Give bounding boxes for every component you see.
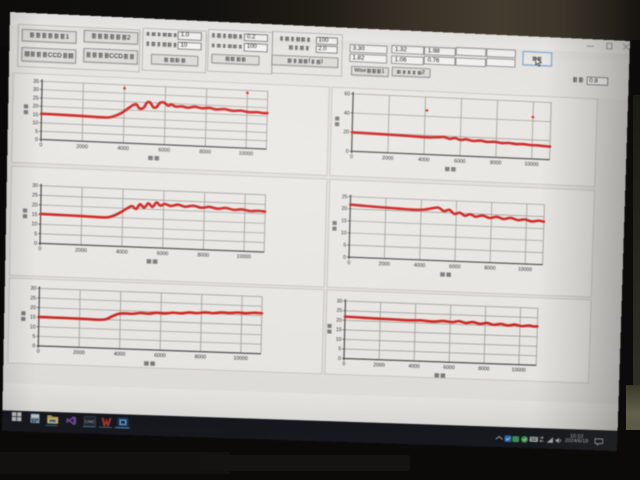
svg-text:35: 35 [33, 79, 39, 85]
svg-text:20: 20 [343, 130, 349, 136]
svg-text:15: 15 [32, 212, 38, 218]
svg-text:2000: 2000 [373, 362, 385, 368]
svg-text:25: 25 [32, 192, 38, 198]
svg-text:10000: 10000 [239, 151, 254, 157]
svg-text:20: 20 [30, 305, 36, 311]
svg-text:4000: 4000 [414, 262, 426, 268]
svg-text:8000: 8000 [484, 265, 496, 271]
svg-text:20: 20 [336, 317, 342, 323]
svg-text:0: 0 [32, 343, 35, 349]
svg-text:25: 25 [30, 295, 36, 301]
svg-text:25: 25 [33, 95, 39, 101]
svg-text:0: 0 [38, 246, 41, 252]
svg-text:25: 25 [336, 308, 342, 314]
svg-text:6000: 6000 [454, 159, 466, 165]
svg-text:10000: 10000 [524, 162, 538, 168]
svg-text:5: 5 [343, 242, 346, 248]
svg-text:0: 0 [34, 241, 37, 247]
svg-text:10: 10 [30, 324, 36, 330]
svg-text:10000: 10000 [237, 254, 252, 260]
svg-text:4000: 4000 [114, 351, 126, 357]
svg-text:5: 5 [35, 129, 38, 135]
svg-text:4000: 4000 [117, 146, 129, 152]
svg-text:8000: 8000 [478, 366, 490, 372]
svg-text:15: 15 [33, 112, 39, 118]
svg-text:10: 10 [341, 230, 347, 236]
svg-text:5: 5 [338, 346, 341, 352]
svg-text:60: 60 [344, 91, 350, 97]
svg-text:30: 30 [31, 285, 37, 291]
svg-text:30: 30 [32, 183, 38, 189]
svg-text:20: 20 [33, 104, 39, 110]
svg-text:4000: 4000 [116, 249, 128, 255]
svg-text:15: 15 [341, 218, 347, 224]
svg-text:40: 40 [344, 110, 350, 116]
svg-text:2000: 2000 [382, 156, 394, 162]
svg-text:25: 25 [342, 194, 348, 200]
svg-text:10000: 10000 [512, 367, 526, 373]
svg-text:0: 0 [350, 154, 353, 160]
svg-text:8000: 8000 [197, 252, 209, 258]
svg-text:0: 0 [338, 356, 341, 362]
svg-text:10: 10 [31, 221, 37, 227]
svg-text:5: 5 [34, 231, 37, 237]
svg-text:0: 0 [347, 260, 350, 266]
svg-text:20: 20 [32, 202, 38, 208]
svg-text:2000: 2000 [73, 350, 85, 356]
svg-text:15: 15 [336, 327, 342, 333]
svg-text:0: 0 [343, 254, 346, 260]
svg-text:0: 0 [37, 348, 40, 354]
svg-text:6000: 6000 [157, 250, 169, 256]
svg-text:8000: 8000 [199, 149, 211, 155]
svg-text:15: 15 [30, 314, 36, 320]
svg-text:0: 0 [346, 149, 349, 155]
svg-text:4000: 4000 [408, 363, 420, 369]
svg-text:0: 0 [35, 137, 38, 143]
svg-text:5: 5 [32, 334, 35, 340]
svg-text:6000: 6000 [158, 147, 170, 153]
svg-text:10000: 10000 [233, 355, 248, 361]
svg-text:CNC: CNC [84, 419, 95, 424]
svg-text:30: 30 [33, 87, 39, 93]
svg-text:8000: 8000 [195, 354, 207, 360]
svg-text:30: 30 [337, 298, 343, 304]
svg-text:10: 10 [32, 120, 38, 126]
svg-text:10: 10 [336, 337, 342, 343]
svg-text:6000: 6000 [443, 364, 455, 370]
svg-text:2000: 2000 [75, 247, 87, 253]
svg-text:2000: 2000 [378, 261, 390, 267]
svg-text:2000: 2000 [76, 144, 88, 150]
svg-text:0: 0 [342, 361, 345, 367]
svg-text:6000: 6000 [449, 264, 461, 270]
svg-text:10000: 10000 [518, 266, 532, 272]
svg-text:20: 20 [341, 206, 347, 212]
svg-text:6000: 6000 [154, 352, 166, 358]
svg-text:4000: 4000 [418, 157, 430, 163]
svg-text:8000: 8000 [490, 160, 502, 166]
svg-text:0: 0 [39, 142, 42, 148]
